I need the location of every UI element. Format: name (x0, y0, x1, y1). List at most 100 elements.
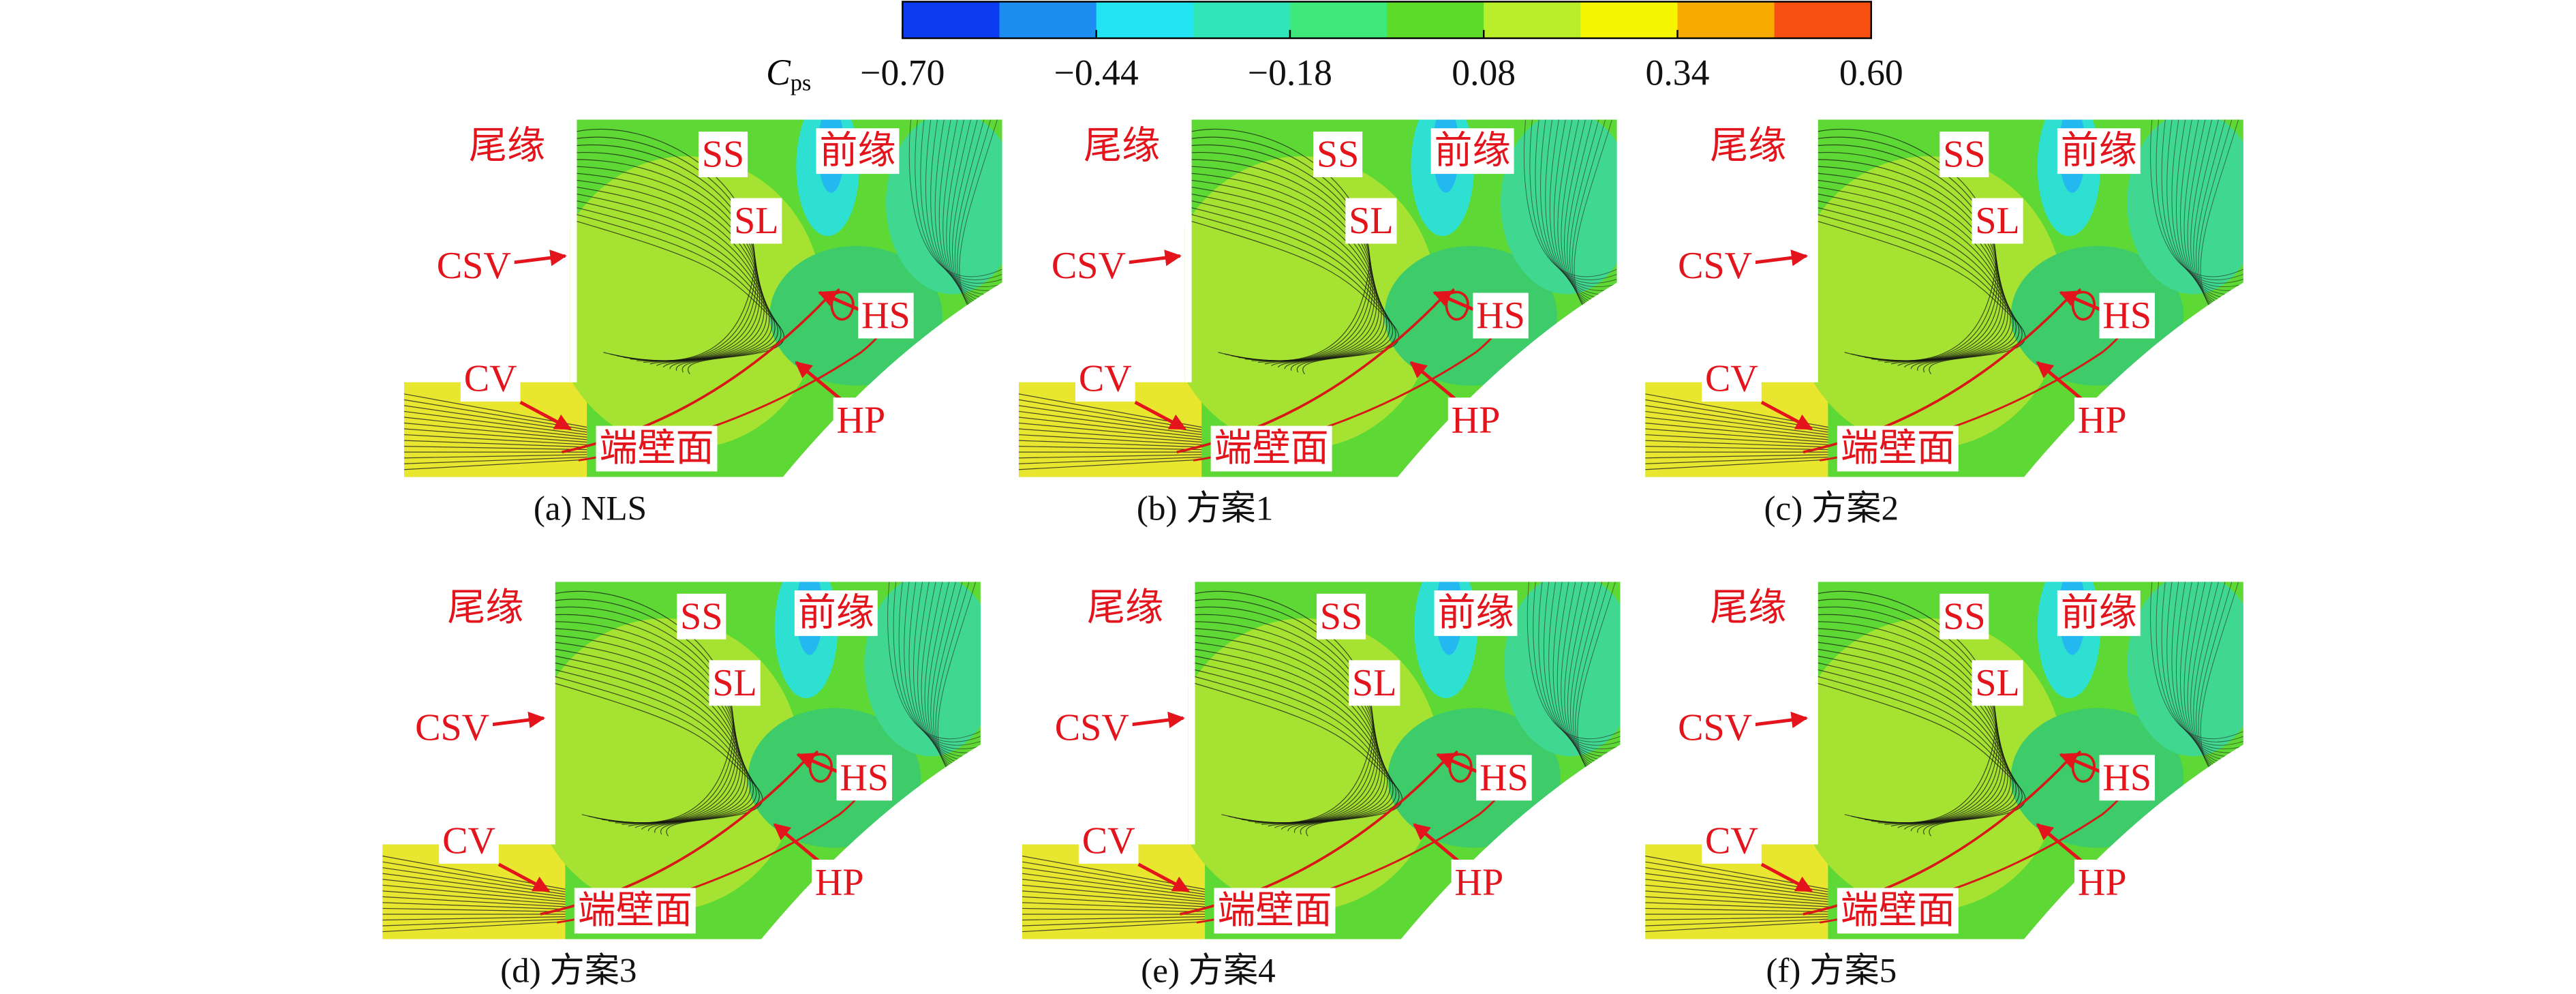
streamline (2156, 119, 2243, 280)
caption: (b) 方案1 (1137, 490, 1273, 528)
streamline (1533, 582, 1621, 742)
wall-streak (1019, 456, 1202, 464)
wall-streak (1645, 918, 1828, 927)
wall-streak (1645, 454, 1828, 459)
streamline (1540, 119, 1617, 288)
label-background (1078, 818, 1139, 864)
label-background (1313, 132, 1363, 177)
flow-label: HS (2102, 295, 2151, 337)
streamline (2180, 582, 2243, 762)
flow-label: 端壁面 (1841, 890, 1955, 932)
colorbar-segment (902, 1, 1000, 39)
arrow (1134, 400, 1186, 431)
wall-streak (1019, 434, 1202, 445)
wall-streak (403, 456, 587, 464)
label-background (1972, 198, 2023, 244)
arrow (1409, 361, 1460, 404)
wall-streak (1645, 873, 1828, 897)
arrow (773, 823, 824, 866)
wall-streak (1645, 884, 1828, 903)
flow-label: 尾缘 (1710, 125, 1786, 167)
streamline (2171, 119, 2243, 291)
wall-streak (1019, 446, 1202, 451)
streamline (1552, 582, 1621, 757)
colorbar-tick-label: 0.08 (1452, 52, 1516, 93)
label-background (433, 243, 515, 289)
streamline (908, 582, 981, 753)
flow-label: CSV (437, 245, 511, 287)
caption: (c) 方案2 (1764, 490, 1899, 528)
streamline (915, 119, 1002, 280)
flow-label: HS (2102, 757, 2151, 799)
flow-label: HS (1479, 757, 1529, 799)
flow-label: SS (1943, 133, 1985, 175)
flow-label: SS (1317, 133, 1359, 175)
label-background (2074, 397, 2130, 444)
flow-label: CSV (415, 707, 489, 749)
wall-streak (382, 907, 566, 912)
flow-label: HS (840, 757, 889, 799)
panel: 尾缘 SS 前缘 SL CSV HS CV HP 端壁面 (f) 方案5 (1645, 582, 2243, 990)
streamline (1523, 119, 1617, 277)
streamline (908, 119, 1002, 277)
wall-streak (1022, 873, 1206, 897)
streamline (904, 582, 981, 749)
arrow (1126, 250, 1182, 267)
wall-streak (403, 428, 587, 443)
wall-streak (1019, 459, 1202, 470)
streamline (2166, 119, 2243, 288)
streamline (1549, 119, 1617, 295)
arrow (1760, 400, 1813, 431)
wall-streak (1645, 921, 1828, 933)
flow-label: SL (1975, 200, 2019, 242)
flow-image (1022, 582, 1621, 939)
label-background (731, 198, 782, 244)
flow-label: 前缘 (2061, 592, 2137, 634)
wall-streak (1645, 434, 1828, 445)
flow-label: HP (837, 400, 886, 442)
wall-streak (382, 896, 566, 907)
wall-streak (1022, 890, 1206, 905)
label-background (709, 660, 761, 706)
flow-label: SL (1975, 662, 2019, 704)
wall-streak (403, 459, 587, 470)
streamline (1535, 119, 1617, 284)
flow-label: SS (702, 133, 744, 175)
label-background (2057, 590, 2141, 636)
flow-label: CSV (1055, 707, 1129, 749)
flow-label: 端壁面 (1217, 890, 1332, 932)
blade-edge (1811, 119, 1818, 382)
wall-streak (1645, 896, 1828, 907)
flow-label: CSV (1678, 707, 1752, 749)
mid-zone (769, 245, 942, 386)
wall-streak (1019, 417, 1202, 438)
flow-label: CV (1082, 819, 1135, 862)
blade-edge (1184, 119, 1192, 382)
streamline (1538, 582, 1621, 746)
mid-zone (1387, 708, 1561, 848)
wall-streak (1022, 921, 1206, 933)
label-background (1837, 425, 1959, 472)
label-background (1939, 132, 1989, 177)
wall-streak (1645, 410, 1828, 436)
flow-label: 前缘 (798, 592, 874, 634)
label-background (1345, 198, 1397, 244)
wall-streak (1022, 896, 1206, 907)
label-background (1473, 292, 1529, 339)
streamline (2166, 582, 2243, 749)
mid-zone (2010, 245, 2184, 386)
colorbar-segment (1387, 1, 1484, 39)
label-background (444, 585, 527, 631)
wall-streak (1645, 428, 1828, 443)
label-background (1434, 590, 1518, 636)
colorbar-frame (902, 1, 1873, 40)
wall-streak (1019, 454, 1202, 459)
wall-streak (1645, 440, 1828, 448)
blade-edge (549, 582, 555, 845)
flow-label: HP (1455, 861, 1504, 903)
wall-streak (1645, 916, 1828, 921)
label-background (2057, 128, 2141, 175)
wall-streak (1645, 879, 1828, 900)
arrow (490, 711, 546, 729)
label-background (1048, 243, 1129, 289)
